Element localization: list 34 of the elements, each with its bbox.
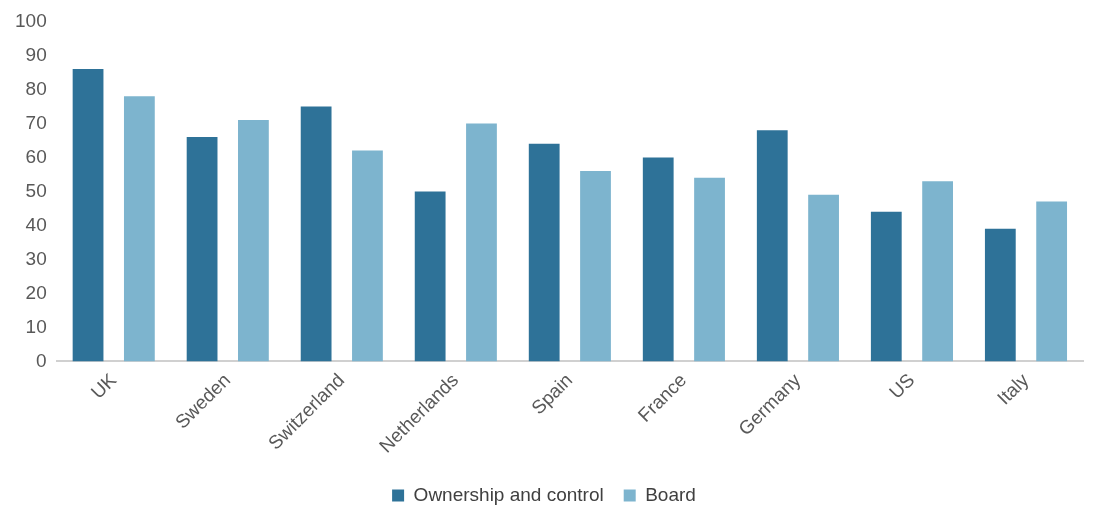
bar: [238, 120, 269, 362]
bar: [1036, 201, 1068, 362]
bar: [642, 157, 674, 362]
bar: [352, 150, 383, 362]
legend-label: Board: [645, 483, 696, 505]
y-tick-label: 0: [36, 349, 47, 371]
y-tick-label: 50: [25, 179, 47, 201]
y-tick-label: 70: [25, 111, 47, 133]
bar: [300, 106, 332, 362]
bar: [694, 177, 725, 362]
bar: [870, 211, 902, 362]
y-tick-label: 40: [25, 213, 47, 235]
legend-label: Ownership and control: [413, 483, 604, 505]
y-tick-label: 20: [25, 281, 47, 303]
y-tick-label: 30: [25, 247, 47, 269]
y-tick-label: 90: [25, 43, 47, 65]
bar: [466, 123, 497, 362]
bar: [984, 228, 1016, 362]
bar: [808, 194, 839, 362]
bar: [528, 143, 560, 362]
x-tick-label: UK: [86, 368, 121, 403]
x-tick-label: US: [884, 369, 919, 403]
bar: [922, 181, 953, 362]
bar: [580, 171, 611, 362]
y-tick-label: 80: [25, 77, 47, 99]
bar: [414, 191, 446, 362]
y-tick-label: 60: [25, 145, 47, 167]
bar: [756, 130, 788, 362]
bar: [186, 137, 218, 362]
bar: [123, 96, 155, 362]
y-tick-label: 10: [25, 315, 47, 337]
bar: [72, 69, 104, 362]
y-tick-label: 100: [15, 9, 47, 31]
x-tick-label: Italy: [993, 368, 1033, 409]
